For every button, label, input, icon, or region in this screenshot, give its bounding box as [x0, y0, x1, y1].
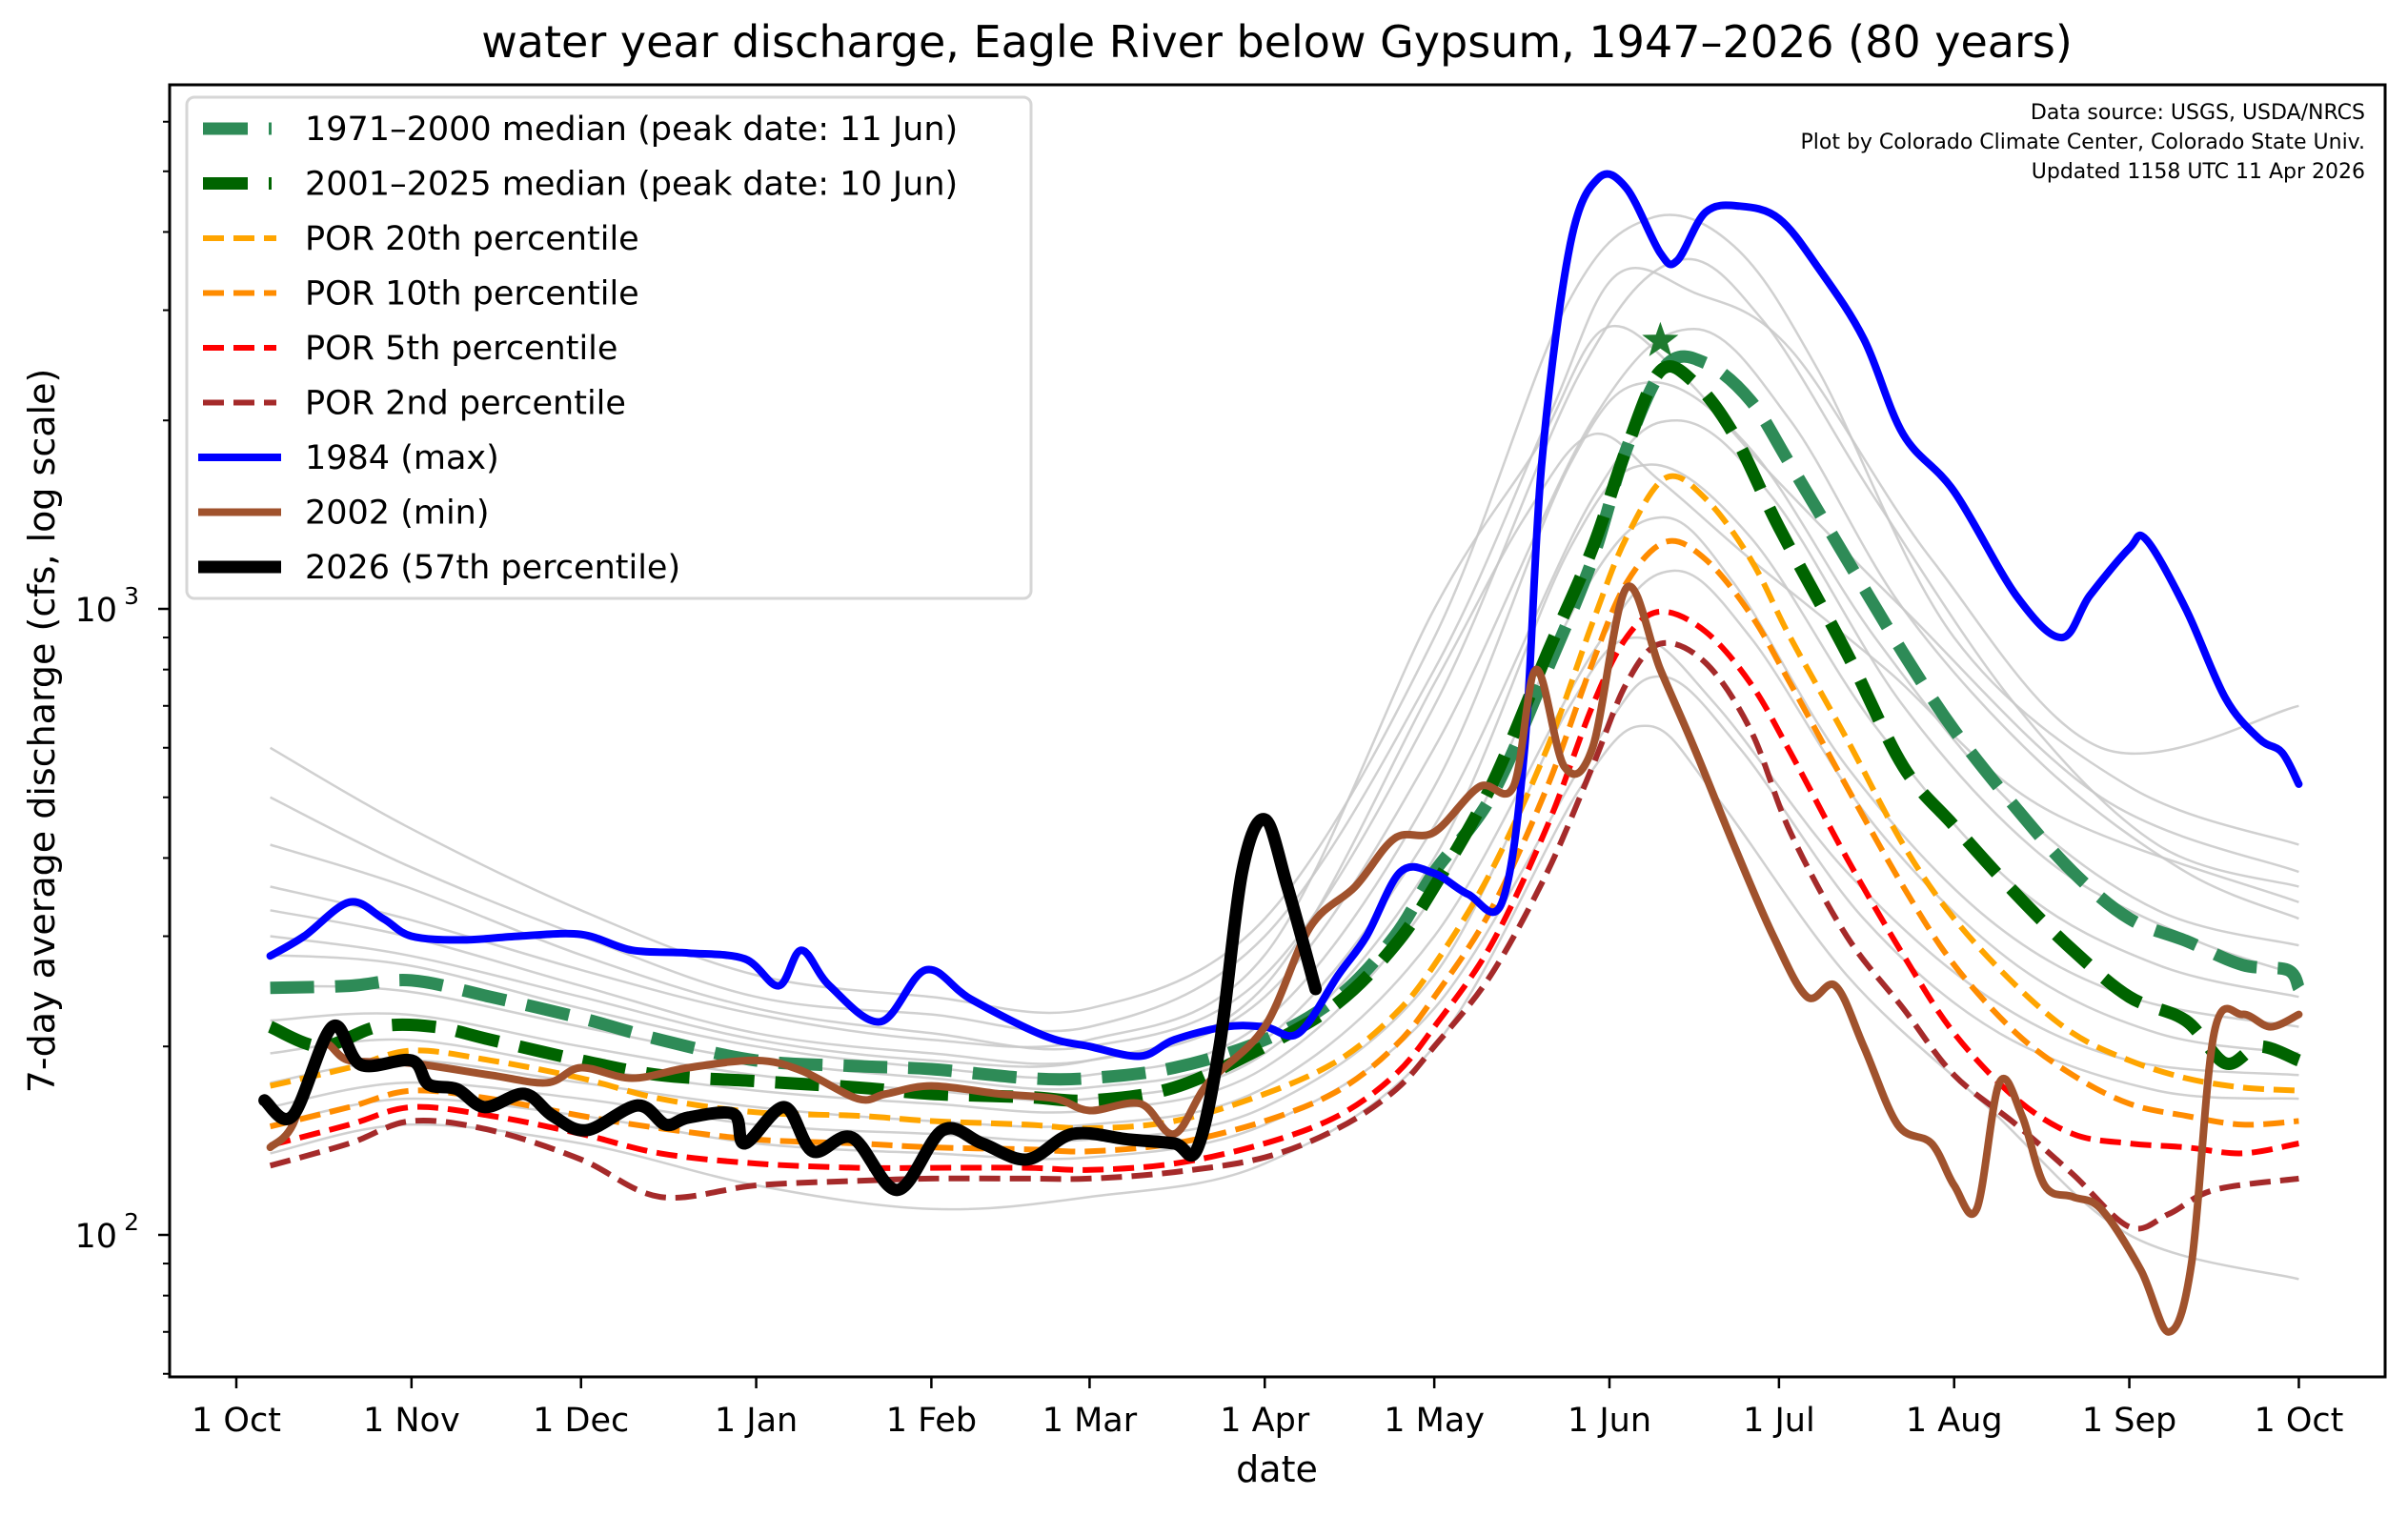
series-layer — [258, 170, 2305, 1336]
legend-item: POR 5th percentile — [203, 330, 617, 368]
historical-year-line — [270, 257, 2299, 1051]
x-tick-label: 1 Mar — [1042, 1402, 1138, 1440]
credit-updated: Updated 1158 UTC 11 Apr 2026 — [2032, 160, 2365, 184]
legend-label: 2002 (min) — [305, 495, 490, 533]
series-line-3 — [269, 473, 2299, 1132]
legend-label: 1971–2000 median (peak date: 11 Jun) — [305, 111, 958, 149]
legend-label: 2001–2025 median (peak date: 10 Jun) — [305, 166, 958, 204]
series-line-2 — [267, 360, 2301, 1107]
legend-label: 2026 (57th percentile) — [305, 549, 680, 587]
legend-item: 1971–2000 median (peak date: 11 Jun) — [203, 111, 958, 149]
y-tick-label: 10 — [74, 1218, 117, 1256]
historical-year-line — [270, 381, 2299, 1080]
historical-year-line — [270, 267, 2299, 1033]
legend-label: POR 10th percentile — [305, 275, 639, 313]
x-tick-label: 1 May — [1384, 1402, 1485, 1440]
y-tick-exponent: 2 — [124, 1208, 139, 1236]
plot-frame — [168, 83, 2387, 1379]
legend-label: 1984 (max) — [305, 439, 499, 477]
series-line-4 — [269, 537, 2299, 1155]
x-tick-label: 1 Jul — [1743, 1402, 1815, 1440]
y-tick-exponent: 3 — [124, 582, 139, 610]
historical-year-line — [270, 432, 2299, 1068]
y-axis-label: 7-day average discharge (cfs, log scale) — [21, 369, 63, 1094]
credit-plot-by: Plot by Colorado Climate Center, Colorad… — [1801, 131, 2366, 154]
x-axis-label: date — [1236, 1448, 1318, 1490]
historical-year-line — [270, 569, 2299, 1128]
series-line-5 — [269, 608, 2299, 1173]
x-tick-label: 1 Apr — [1220, 1402, 1310, 1440]
historical-year-line — [269, 213, 2299, 1015]
x-tick-label: 1 Dec — [533, 1402, 629, 1440]
x-tick-label: 1 Oct — [2254, 1402, 2343, 1440]
series-line-9 — [258, 813, 1323, 1197]
x-tick-label: 1 Oct — [192, 1402, 281, 1440]
x-tick-label: 1 Aug — [1906, 1402, 2003, 1440]
legend-item: POR 2nd percentile — [203, 385, 626, 423]
legend-item: 1984 (max) — [198, 439, 499, 477]
credit-data-source: Data source: USGS, USDA/NRCS — [2031, 101, 2365, 125]
historical-year-line — [270, 463, 2299, 1102]
legend: 1971–2000 median (peak date: 11 Jun) 2001… — [185, 95, 1033, 600]
x-tick-label: 1 Jun — [1568, 1402, 1651, 1440]
y-tick-label: 10 — [74, 592, 117, 630]
legend-item: POR 10th percentile — [203, 275, 639, 313]
historical-year-line — [270, 327, 2299, 1065]
series-line-6 — [269, 639, 2299, 1232]
series-line-1 — [270, 350, 2305, 1086]
historical-year-line — [270, 324, 2299, 1049]
series-line-7 — [266, 170, 2303, 1061]
legend-item: POR 20th percentile — [203, 220, 639, 258]
credits: Data source: USGS, USDA/NRCS Plot by Col… — [1801, 101, 2366, 184]
x-tick-label: 1 Sep — [2082, 1402, 2176, 1440]
x-tick-label: 1 Jan — [715, 1402, 798, 1440]
series-line-8 — [266, 582, 2303, 1336]
legend-item: 2001–2025 median (peak date: 10 Jun) — [203, 166, 958, 204]
legend-item: 2026 (57th percentile) — [198, 549, 680, 587]
x-axis: 1 Oct 1 Nov 1 Dec 1 Jan 1 Feb 1 Mar 1 Apr 1 May… — [192, 1377, 2343, 1440]
legend-label: POR 5th percentile — [305, 330, 617, 368]
legend-label: POR 20th percentile — [305, 220, 639, 258]
chart-title: water year discharge, Eagle River below … — [481, 16, 2073, 68]
legend-box — [185, 95, 1033, 600]
marker-layer — [1642, 321, 1679, 356]
peak-star-marker — [1642, 321, 1679, 356]
x-tick-label: 1 Feb — [886, 1402, 977, 1440]
legend-label: POR 2nd percentile — [305, 385, 626, 423]
x-tick-label: 1 Nov — [363, 1402, 460, 1440]
legend-item: 2002 (min) — [198, 495, 490, 533]
